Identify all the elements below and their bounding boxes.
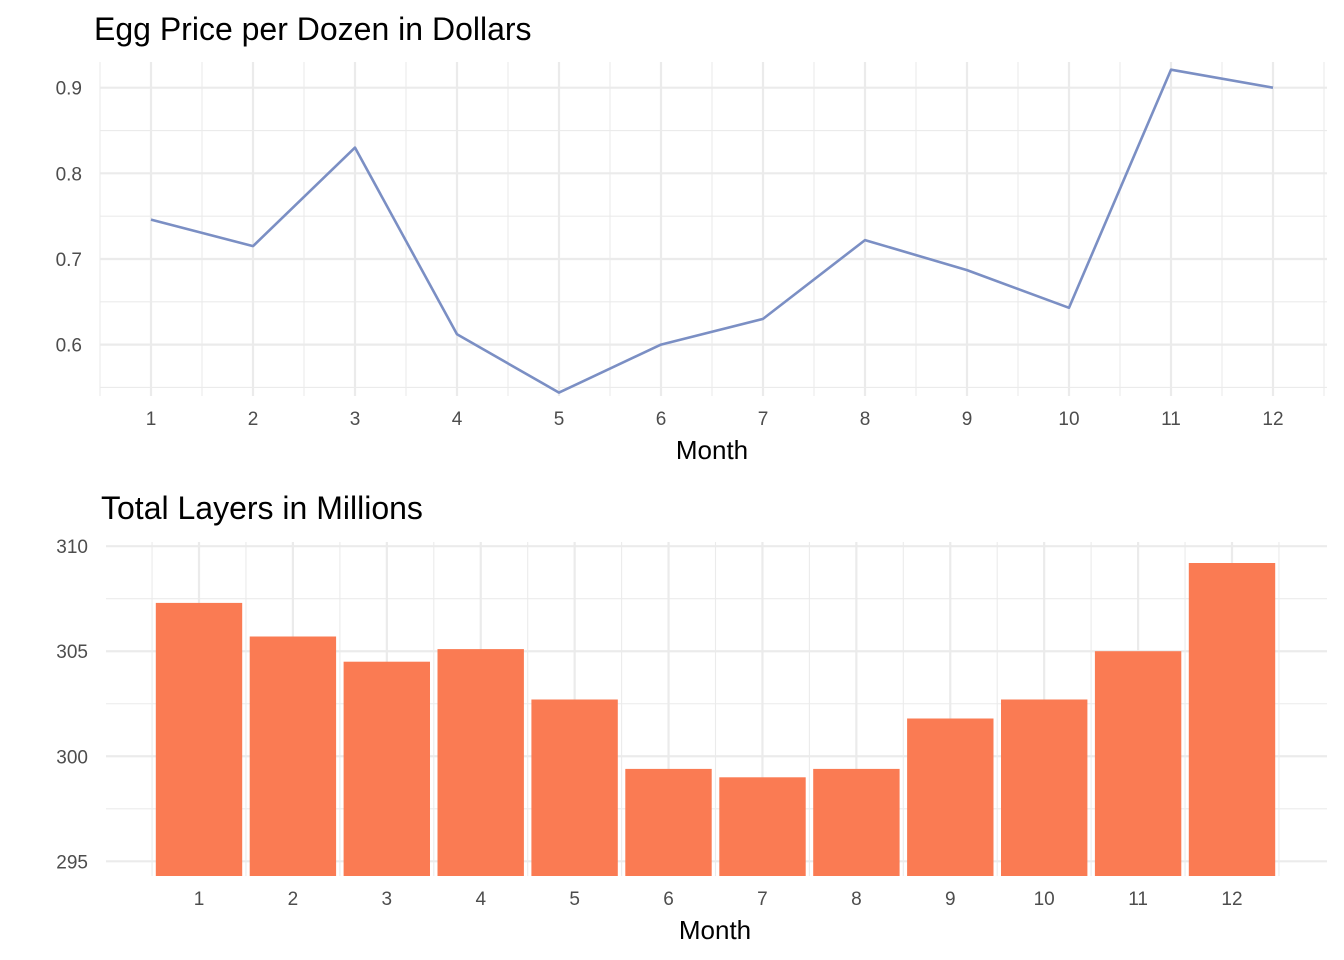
y-tick-label: 300 bbox=[56, 747, 88, 768]
y-tick-label: 0.8 bbox=[56, 164, 82, 185]
x-tick-label: 4 bbox=[475, 889, 486, 910]
x-tick-label: 9 bbox=[945, 889, 956, 910]
x-tick-label: 5 bbox=[569, 889, 580, 910]
y-tick-label: 0.9 bbox=[56, 79, 82, 100]
x-tick-label: 7 bbox=[758, 409, 769, 430]
x-tick-label: 2 bbox=[288, 889, 299, 910]
y-tick-label: 0.7 bbox=[56, 250, 82, 271]
egg-price-x-ticks: 1 2 3 4 5 6 7 8 9 10 11 12 bbox=[146, 409, 1284, 430]
x-tick-label: 6 bbox=[663, 889, 674, 910]
egg-price-x-axis-title: Month bbox=[676, 435, 748, 465]
x-tick-label: 11 bbox=[1161, 409, 1181, 430]
bar-month-5 bbox=[531, 699, 618, 876]
x-tick-label: 12 bbox=[1221, 889, 1242, 910]
x-tick-label: 3 bbox=[350, 409, 361, 430]
bar-month-7 bbox=[719, 777, 806, 876]
bar-month-9 bbox=[907, 718, 994, 876]
x-tick-label: 10 bbox=[1034, 889, 1055, 910]
egg-price-series-line bbox=[150, 68, 1274, 394]
y-tick-label: 0.6 bbox=[56, 336, 82, 357]
bar-month-1 bbox=[155, 602, 243, 876]
x-tick-label: 6 bbox=[656, 409, 667, 430]
layers-y-ticks: 295 300 305 310 bbox=[56, 537, 88, 873]
layers-title: Total Layers in Millions bbox=[101, 490, 423, 526]
x-tick-label: 9 bbox=[962, 409, 973, 430]
x-tick-label: 4 bbox=[452, 409, 463, 430]
y-tick-label: 295 bbox=[56, 852, 88, 873]
x-tick-label: 1 bbox=[194, 889, 205, 910]
layers-x-axis-title: Month bbox=[679, 915, 751, 945]
bar-month-6 bbox=[625, 768, 712, 876]
y-tick-label: 305 bbox=[56, 642, 88, 663]
bar-month-3 bbox=[343, 661, 430, 876]
bar-month-4 bbox=[437, 649, 524, 876]
bar-month-10 bbox=[1001, 699, 1088, 876]
x-tick-label: 11 bbox=[1128, 889, 1148, 910]
egg-price-title: Egg Price per Dozen in Dollars bbox=[94, 11, 532, 47]
x-tick-label: 5 bbox=[554, 409, 565, 430]
x-tick-label: 7 bbox=[757, 889, 768, 910]
egg-price-y-ticks: 0.6 0.7 0.8 0.9 bbox=[56, 79, 82, 357]
egg-price-panel: Egg Price per Dozen in Dollars 0.6 0.7 0.8… bbox=[56, 11, 1327, 465]
bar-month-11 bbox=[1094, 651, 1182, 876]
bar-month-12 bbox=[1188, 563, 1276, 876]
x-tick-label: 8 bbox=[860, 409, 871, 430]
egg-price-grid bbox=[99, 62, 1327, 396]
x-tick-label: 10 bbox=[1058, 409, 1079, 430]
x-tick-label: 3 bbox=[382, 889, 393, 910]
bar-month-2 bbox=[249, 636, 337, 876]
bar-month-8 bbox=[813, 768, 900, 876]
x-tick-label: 1 bbox=[146, 409, 157, 430]
layers-bars bbox=[155, 563, 1276, 876]
layers-x-ticks: 1 2 3 4 5 6 7 8 9 10 11 12 bbox=[194, 889, 1243, 910]
x-tick-label: 8 bbox=[851, 889, 862, 910]
y-tick-label: 310 bbox=[56, 537, 88, 558]
x-tick-label: 12 bbox=[1262, 409, 1283, 430]
x-tick-label: 2 bbox=[248, 409, 259, 430]
